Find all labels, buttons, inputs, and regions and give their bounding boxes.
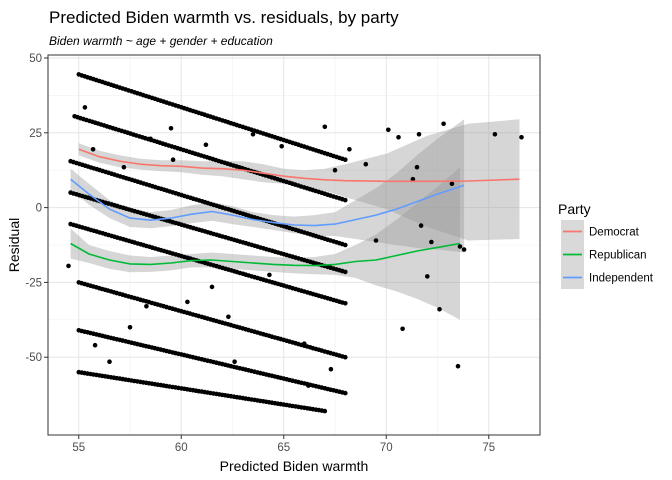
- data-point: [425, 274, 430, 279]
- data-point: [400, 326, 405, 332]
- data-point: [322, 408, 328, 414]
- legend-label-democrat: Democrat: [589, 227, 640, 239]
- data-point: [386, 127, 391, 133]
- legend-title: Party: [558, 201, 591, 217]
- data-point: [302, 341, 307, 347]
- x-axis-ticks: 55 60 65 70 75: [72, 435, 495, 454]
- data-point: [418, 223, 424, 228]
- data-point: [396, 135, 401, 140]
- y-tick-label: -50: [25, 352, 42, 364]
- data-point: [461, 247, 467, 252]
- data-point: [209, 284, 215, 290]
- data-point: [148, 136, 153, 142]
- x-tick-label: 55: [72, 442, 85, 454]
- data-point: [82, 105, 88, 110]
- data-point: [170, 157, 176, 162]
- y-axis-ticks: -50 -25 0 25 50: [25, 53, 48, 364]
- chart-subtitle: Biden warmth ~ age + gender + education: [49, 34, 273, 48]
- x-tick-label: 60: [175, 442, 188, 454]
- data-point: [492, 132, 498, 137]
- data-point: [279, 144, 285, 149]
- data-point: [363, 161, 369, 167]
- y-tick-label: 0: [36, 203, 42, 215]
- data-point: [343, 157, 348, 162]
- data-point: [457, 244, 463, 249]
- data-point: [90, 147, 96, 152]
- x-tick-label: 65: [277, 442, 290, 454]
- data-point: [416, 132, 422, 137]
- data-point: [121, 164, 127, 170]
- data-point: [332, 167, 338, 173]
- x-axis-title: Predicted Biden warmth: [220, 458, 369, 474]
- data-point: [343, 269, 348, 275]
- series-line-democrat: [78, 148, 520, 183]
- data-point: [437, 307, 442, 312]
- data-point: [455, 363, 461, 369]
- y-tick-label: 50: [29, 53, 42, 65]
- data-point: [414, 164, 420, 170]
- confidence-band-republican: [70, 167, 460, 320]
- confidence-band-democrat: [78, 119, 520, 241]
- data-point: [343, 354, 348, 360]
- data-point: [92, 342, 98, 348]
- data-point: [373, 238, 379, 243]
- data-point: [306, 383, 311, 388]
- data-point: [107, 359, 112, 365]
- data-point: [203, 142, 209, 148]
- legend: Party Democrat Republican Independent: [558, 201, 654, 289]
- data-point: [343, 197, 348, 203]
- data-point: [343, 390, 348, 396]
- series-line-republican: [70, 242, 461, 267]
- legend-label-independent: Independent: [589, 273, 654, 285]
- data-point: [226, 314, 231, 320]
- x-tick-label: 70: [380, 442, 393, 454]
- x-tick-label: 75: [482, 442, 495, 454]
- y-axis-title: Residual: [6, 218, 22, 272]
- data-point: [250, 132, 256, 137]
- data-point: [185, 299, 190, 305]
- data-point: [519, 135, 524, 140]
- legend-label-republican: Republican: [589, 250, 647, 262]
- data-point: [328, 366, 334, 372]
- y-tick-label: -25: [25, 277, 42, 289]
- data-point: [449, 181, 455, 186]
- data-point: [66, 263, 71, 269]
- smooth-lines: [70, 148, 520, 267]
- data-point: [410, 176, 416, 182]
- y-tick-label: 25: [29, 128, 42, 140]
- data-point: [232, 359, 237, 365]
- data-point: [168, 126, 174, 131]
- plot-border: [47, 54, 541, 436]
- series-line-independent: [70, 178, 465, 227]
- data-point: [429, 239, 434, 245]
- data-point: [343, 301, 348, 306]
- data-point: [267, 272, 272, 278]
- data-point: [343, 242, 348, 248]
- data-point: [347, 147, 352, 152]
- data-point: [441, 121, 446, 127]
- data-point: [144, 304, 149, 309]
- chart-title: Predicted Biden warmth vs. residuals, by…: [49, 8, 399, 27]
- data-point: [127, 325, 133, 330]
- data-point: [322, 124, 328, 130]
